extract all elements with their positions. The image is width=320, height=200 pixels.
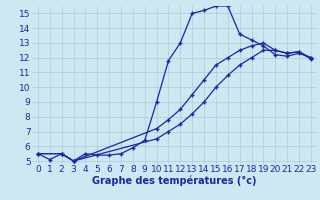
X-axis label: Graphe des températures (°c): Graphe des températures (°c): [92, 176, 257, 186]
